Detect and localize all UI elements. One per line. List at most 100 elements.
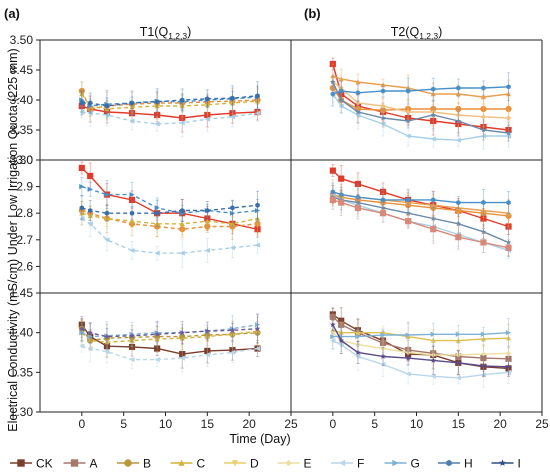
data-point bbox=[338, 191, 344, 198]
data-point bbox=[456, 199, 461, 206]
data-point bbox=[179, 103, 185, 109]
data-point bbox=[229, 331, 236, 337]
data-point bbox=[104, 191, 110, 198]
y-tick-label: 3.0 bbox=[16, 153, 33, 167]
data-point bbox=[355, 90, 361, 96]
data-point bbox=[78, 325, 85, 332]
data-point bbox=[154, 103, 160, 109]
data-point bbox=[254, 328, 261, 334]
data-point bbox=[104, 210, 110, 216]
legend-marker bbox=[338, 459, 346, 467]
data-point bbox=[87, 345, 93, 352]
data-point bbox=[455, 331, 461, 337]
data-point bbox=[338, 88, 344, 94]
data-point bbox=[405, 218, 412, 225]
y-tick-label: 2.7 bbox=[16, 233, 33, 247]
data-point bbox=[330, 330, 336, 336]
data-point bbox=[430, 338, 436, 343]
data-point bbox=[430, 352, 436, 358]
data-point bbox=[380, 121, 386, 127]
data-point bbox=[480, 331, 487, 337]
data-point bbox=[179, 226, 186, 233]
data-point bbox=[405, 349, 411, 356]
data-point bbox=[480, 336, 487, 342]
data-point bbox=[254, 220, 261, 227]
data-point bbox=[505, 105, 512, 113]
data-point bbox=[355, 341, 361, 348]
x-tick-label: 10 bbox=[159, 417, 173, 431]
legend-label: B bbox=[143, 457, 151, 471]
data-point bbox=[104, 103, 110, 109]
data-point bbox=[79, 100, 85, 106]
data-point bbox=[338, 337, 345, 344]
data-point bbox=[87, 334, 93, 340]
series-line bbox=[81, 95, 258, 107]
data-point bbox=[506, 84, 511, 90]
data-point bbox=[179, 250, 185, 256]
data-point bbox=[229, 221, 236, 227]
data-point bbox=[505, 363, 512, 370]
data-point bbox=[179, 207, 185, 214]
data-point bbox=[355, 109, 361, 115]
data-point bbox=[129, 104, 135, 110]
data-point bbox=[355, 349, 361, 355]
data-point bbox=[405, 210, 411, 216]
data-point bbox=[505, 91, 512, 97]
data-point bbox=[380, 332, 386, 338]
column-title-close: ) bbox=[187, 25, 191, 39]
data-point bbox=[204, 223, 211, 230]
data-point bbox=[229, 245, 236, 251]
y-tick-label: 2.9 bbox=[16, 180, 33, 194]
legend-marker bbox=[499, 459, 506, 466]
data-point bbox=[204, 116, 210, 122]
data-point bbox=[405, 334, 411, 339]
data-point bbox=[430, 112, 437, 118]
data-point bbox=[129, 218, 135, 224]
data-point bbox=[254, 322, 261, 328]
data-point bbox=[329, 321, 336, 328]
data-point bbox=[79, 91, 85, 97]
data-point bbox=[204, 334, 210, 339]
data-point bbox=[505, 115, 512, 121]
data-point bbox=[430, 357, 437, 363]
data-point bbox=[455, 91, 461, 97]
data-point bbox=[430, 197, 436, 203]
data-point bbox=[380, 353, 386, 359]
data-point bbox=[229, 210, 236, 216]
data-point bbox=[87, 329, 94, 336]
data-point bbox=[79, 343, 85, 349]
panel-1-0 bbox=[78, 161, 261, 268]
data-point bbox=[505, 355, 512, 362]
data-point bbox=[104, 339, 110, 345]
x-tick-label: 10 bbox=[410, 417, 424, 431]
data-point bbox=[254, 345, 261, 352]
data-point bbox=[405, 85, 411, 91]
data-point bbox=[154, 99, 160, 105]
data-point bbox=[455, 137, 461, 143]
data-point bbox=[355, 330, 361, 335]
data-point bbox=[355, 353, 361, 360]
data-point bbox=[480, 127, 487, 133]
panel-0-0 bbox=[78, 81, 261, 138]
x-axis-title: Time (Day) bbox=[229, 432, 290, 446]
data-point bbox=[254, 215, 261, 221]
data-point bbox=[405, 109, 411, 115]
data-point bbox=[229, 327, 236, 333]
data-point bbox=[430, 136, 436, 142]
data-point bbox=[254, 242, 261, 248]
data-point bbox=[128, 343, 136, 351]
data-point bbox=[204, 352, 210, 358]
data-point bbox=[87, 186, 93, 192]
data-point bbox=[179, 114, 186, 122]
data-point bbox=[355, 100, 361, 106]
data-point bbox=[87, 207, 93, 214]
x-tick-label: 20 bbox=[242, 417, 256, 431]
x-tick-label: 25 bbox=[535, 417, 549, 431]
data-point bbox=[179, 97, 185, 103]
data-point bbox=[430, 117, 437, 125]
data-point bbox=[338, 97, 345, 103]
data-point bbox=[329, 60, 336, 68]
data-point bbox=[330, 73, 336, 79]
data-point bbox=[179, 355, 185, 361]
